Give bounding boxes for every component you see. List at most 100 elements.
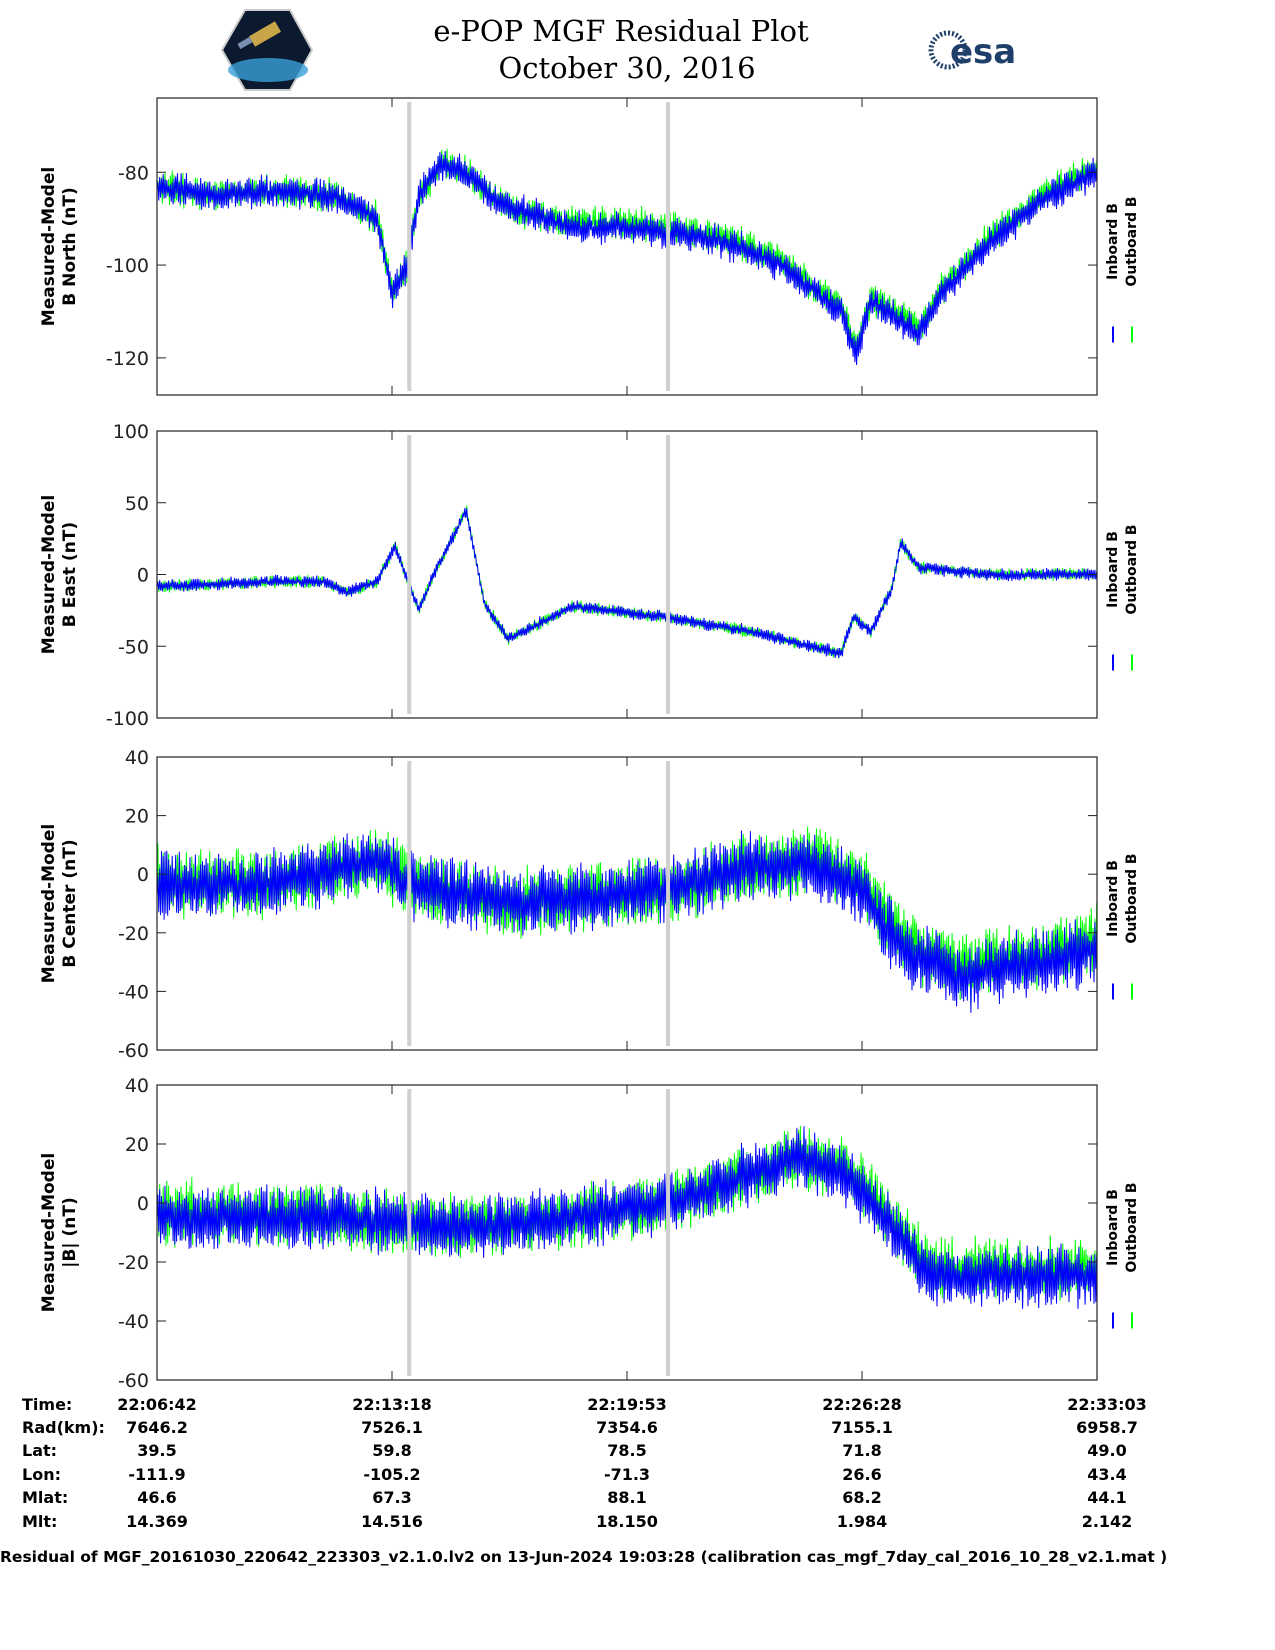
footer-caption: Residual of MGF_20161030_220642_223303_v… (0, 1548, 1167, 1566)
data-gap-marker (666, 435, 671, 714)
ephemeris-cell: 14.516 (361, 1512, 423, 1531)
data-gap-marker (407, 435, 412, 714)
legend: Inboard B Outboard B (1105, 1182, 1140, 1329)
y-tick-label: -60 (118, 1370, 149, 1392)
esa-logo: esa (928, 30, 1016, 72)
y-tick-label: -40 (118, 981, 149, 1003)
ephemeris-cell: 1.984 (837, 1512, 888, 1531)
ephemeris-cell: -111.9 (128, 1465, 185, 1484)
plot-date: October 30, 2016 (498, 51, 755, 85)
y-tick-label: -50 (118, 636, 149, 658)
data-gap-marker (666, 102, 671, 391)
ephemeris-cell: 78.5 (607, 1441, 646, 1460)
ephemeris-row-label: Lon: (22, 1465, 61, 1484)
ephemeris-cell: 22:06:42 (117, 1395, 197, 1414)
cassiope-logo (220, 9, 314, 91)
ephemeris-cell: 39.5 (137, 1441, 176, 1460)
y-tick-label: 40 (125, 747, 149, 769)
series-inboard-b (157, 507, 1097, 659)
y-axis-label: Measured-ModelB Center (nT) (39, 824, 80, 983)
ephemeris-cell: 43.4 (1087, 1465, 1126, 1484)
y-axis-label-line: Measured-Model (39, 495, 59, 654)
ephemeris-row-label: Time: (22, 1395, 72, 1414)
y-tick-label: -100 (106, 255, 149, 277)
y-axis-label-line: B Center (nT) (60, 839, 80, 967)
legend-label: Inboard B (1105, 203, 1121, 280)
y-axis-label: Measured-ModelB North (nT) (39, 167, 80, 326)
plot-frame (156, 97, 1098, 396)
legend-label: Inboard B (1105, 1189, 1121, 1266)
panel-1: -80 -100 -120 Measured-ModelB North (nT) Inb… (39, 97, 1140, 396)
data-gap-marker (666, 761, 671, 1046)
y-tick-label: -120 (106, 348, 149, 370)
ephemeris-cell: 7526.1 (361, 1418, 423, 1437)
panel-3: 40 20 0 -20 -40 -60 Measured-ModelB Center (nT… (39, 747, 1140, 1062)
legend-label: Outboard B (1124, 1182, 1140, 1272)
ephemeris-cell: 6958.7 (1076, 1418, 1138, 1437)
plot-title: e-POP MGF Residual Plot (433, 14, 809, 48)
legend-label: Outboard B (1124, 524, 1140, 614)
data-gap-marker (666, 1089, 671, 1376)
y-axis-label: Measured-ModelB East (nT) (39, 495, 80, 654)
ephemeris-cell: 22:19:53 (587, 1395, 667, 1414)
data-gap-marker (407, 102, 412, 391)
legend: Inboard B Outboard B (1105, 196, 1140, 343)
y-axis-label-line: Measured-Model (39, 824, 59, 983)
ephemeris-cell: 7155.1 (831, 1418, 893, 1437)
y-axis-label: Measured-Model|B| (nT) (39, 1153, 80, 1312)
svg-text:esa: esa (950, 32, 1016, 72)
y-axis-label-line: Measured-Model (39, 167, 59, 326)
ephemeris-cell: -71.3 (604, 1465, 650, 1484)
ephemeris-row-label: Lat: (22, 1441, 57, 1460)
y-tick-label: 40 (125, 1075, 149, 1097)
ephemeris-row-label: Rad(km): (22, 1418, 105, 1437)
legend-label: Outboard B (1124, 196, 1140, 286)
ephemeris-cell: 22:13:18 (352, 1395, 432, 1414)
ephemeris-cell: 67.3 (372, 1488, 411, 1507)
ephemeris-row-label: Mlat: (22, 1488, 68, 1507)
ephemeris-cell: 7354.6 (596, 1418, 658, 1437)
data-gap-marker (407, 761, 412, 1046)
legend: Inboard B Outboard B (1105, 524, 1140, 671)
ephemeris-cell: 71.8 (842, 1441, 881, 1460)
ephemeris-cell: 22:33:03 (1067, 1395, 1147, 1414)
ephemeris-cell: 88.1 (607, 1488, 646, 1507)
ephemeris-cell: 46.6 (137, 1488, 176, 1507)
ephemeris-cell: 68.2 (842, 1488, 881, 1507)
ephemeris-cell: 22:26:28 (822, 1395, 902, 1414)
series-inboard-b (157, 830, 1097, 1013)
y-tick-label: -40 (118, 1311, 149, 1333)
y-tick-label: 100 (113, 421, 149, 443)
ephemeris-cell: 14.369 (126, 1512, 188, 1531)
ephemeris-cell: 59.8 (372, 1441, 411, 1460)
panel-4: 40 20 0 -20 -40 -60 Measured-Model|B| (nT) Inbo… (39, 1075, 1140, 1392)
y-axis-label-line: Measured-Model (39, 1153, 59, 1312)
y-axis-label-line: |B| (nT) (60, 1197, 80, 1268)
y-tick-label: 20 (125, 806, 149, 828)
series-outboard-b (157, 148, 1097, 360)
panel-2: 100 50 0 -50 -100 Measured-ModelB East (nT) In… (39, 421, 1140, 730)
y-tick-label: -60 (118, 1040, 149, 1062)
series-inboard-b (157, 151, 1097, 366)
y-tick-label: -20 (118, 923, 149, 945)
y-tick-label: -20 (118, 1252, 149, 1274)
y-tick-label: 0 (137, 864, 149, 886)
ephemeris-cell: 2.142 (1082, 1512, 1133, 1531)
series-inboard-b (157, 1126, 1097, 1309)
y-tick-label: 0 (137, 565, 149, 587)
legend-label: Inboard B (1105, 860, 1121, 937)
y-tick-label: 0 (137, 1193, 149, 1215)
legend-label: Outboard B (1124, 853, 1140, 943)
ephemeris-cell: 7646.2 (126, 1418, 188, 1437)
ephemeris-cell: 18.150 (596, 1512, 658, 1531)
y-tick-label: 50 (125, 493, 149, 515)
y-tick-label: -100 (106, 708, 149, 730)
ephemeris-cell: -105.2 (363, 1465, 420, 1484)
ephemeris-cell: 44.1 (1087, 1488, 1126, 1507)
y-axis-label-line: B East (nT) (60, 522, 80, 627)
legend-label: Inboard B (1105, 531, 1121, 608)
ephemeris-table: Time: Rad(km): Lat: Lon: Mlat: Mlt: 22:06:42 76… (22, 1395, 1147, 1531)
y-tick-label: -80 (118, 162, 149, 184)
data-gap-marker (407, 1089, 412, 1376)
